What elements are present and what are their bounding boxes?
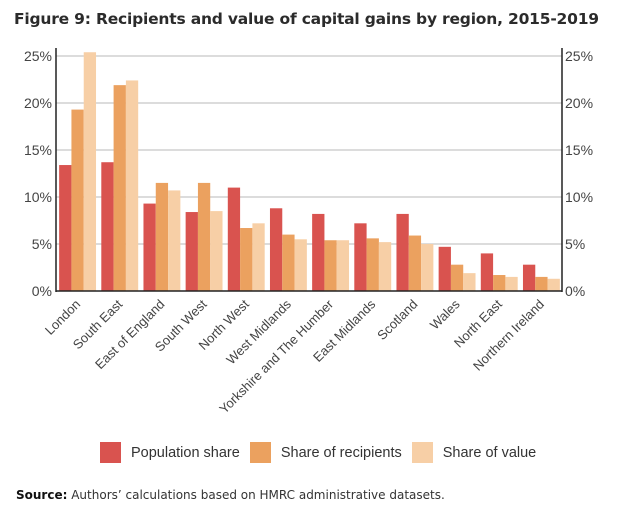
- bars: [59, 52, 560, 291]
- x-tick-label: Scotland: [374, 297, 420, 343]
- y-tick-label-right: 15%: [565, 142, 593, 158]
- bar-share-of-recipients: [408, 235, 422, 291]
- legend-item-population-share: Population share: [100, 442, 240, 463]
- bar-population-share: [101, 162, 114, 291]
- y-tick-label-left: 10%: [24, 189, 52, 205]
- bar-population-share: [354, 223, 367, 291]
- bar-share-of-recipients: [240, 228, 253, 291]
- y-tick-label-left: 25%: [24, 48, 52, 64]
- bar-share-of-recipients: [535, 276, 548, 291]
- bar-share-of-value: [505, 276, 518, 291]
- legend-item-share-of-value: Share of value: [411, 442, 537, 463]
- bar-population-share: [227, 187, 241, 291]
- bar-share-of-recipients: [324, 240, 337, 291]
- bar-population-share: [438, 246, 451, 291]
- legend-swatch: [249, 442, 271, 463]
- source-text: Authors’ calculations based on HMRC admi…: [67, 488, 445, 502]
- legend-label: Share of value: [442, 444, 537, 461]
- bar-share-of-value: [252, 223, 265, 291]
- y-axis-left-ticks: 0% 5% 10% 15% 20% 25%: [24, 48, 52, 299]
- bar-share-of-recipients: [450, 264, 464, 291]
- bar-share-of-recipients: [493, 275, 506, 291]
- bar-population-share: [522, 264, 536, 291]
- x-tick-label: London: [42, 297, 83, 338]
- y-axis-right-ticks: 0% 5% 10% 15% 20% 25%: [565, 48, 593, 299]
- legend-label: Population share: [131, 444, 240, 461]
- bar-share-of-value: [168, 190, 181, 291]
- x-tick-label: Wales: [427, 296, 463, 332]
- bar-share-of-value: [336, 240, 350, 291]
- source-label: Source:: [16, 488, 68, 502]
- y-tick-label-left: 15%: [24, 142, 52, 158]
- bar-population-share: [185, 212, 198, 291]
- bar-share-of-recipients: [282, 234, 295, 291]
- y-tick-label-left: 5%: [32, 236, 52, 252]
- y-tick-label-right: 25%: [565, 48, 593, 64]
- y-tick-label-right: 5%: [565, 236, 585, 252]
- legend: Population share Share of recipients Sha…: [100, 442, 546, 463]
- y-tick-label-right: 10%: [565, 189, 593, 205]
- bar-share-of-value: [83, 52, 97, 291]
- bar-share-of-value: [463, 273, 476, 291]
- gridlines: [56, 55, 562, 245]
- bar-share-of-recipients: [197, 182, 211, 291]
- y-tick-label-right: 20%: [565, 95, 593, 111]
- legend-item-share-of-recipients: Share of recipients: [249, 442, 402, 463]
- bar-share-of-recipients: [366, 238, 379, 291]
- legend-swatch: [411, 442, 433, 463]
- bar-population-share: [480, 253, 494, 291]
- bar-share-of-value: [378, 242, 392, 291]
- legend-label: Share of recipients: [280, 444, 402, 461]
- bar-share-of-recipients: [155, 182, 169, 291]
- axes: [55, 48, 563, 292]
- bar-share-of-recipients: [71, 109, 84, 291]
- legend-swatch: [100, 442, 121, 463]
- bar-population-share: [143, 203, 156, 291]
- bar-share-of-recipients: [113, 85, 126, 291]
- bar-population-share: [312, 213, 325, 291]
- bar-share-of-value: [210, 211, 223, 291]
- y-tick-label-left: 20%: [24, 95, 52, 111]
- bar-share-of-value: [125, 80, 139, 291]
- bar-share-of-value: [421, 244, 434, 291]
- bar-share-of-value: [294, 239, 307, 291]
- y-tick-label-left: 0%: [32, 283, 52, 299]
- chart-title: Figure 9: Recipients and value of capita…: [14, 10, 599, 28]
- y-tick-label-right: 0%: [565, 283, 585, 299]
- bar-population-share: [396, 213, 409, 291]
- bar-population-share: [269, 208, 283, 291]
- bar-population-share: [59, 165, 72, 291]
- source-note: Source: Authors’ calculations based on H…: [16, 488, 445, 502]
- bar-share-of-value: [547, 278, 560, 291]
